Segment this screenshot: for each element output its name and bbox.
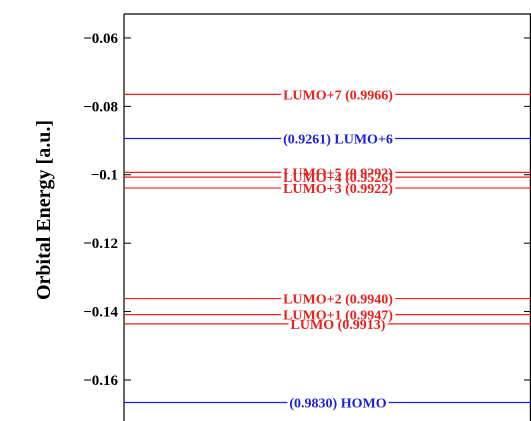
- energy-level-label: LUMO+4 (0.9526): [283, 171, 393, 186]
- label-gap: [288, 322, 388, 326]
- label-gap: [281, 170, 396, 174]
- energy-level-label: (0.9830) HOMO: [289, 397, 386, 412]
- label-gap: [281, 313, 396, 317]
- y-tick-label: −0.12: [83, 236, 118, 252]
- y-axis-title: Orbital Energy [a.u.]: [33, 120, 55, 300]
- energy-level-label: (0.9261) LUMO+6: [283, 132, 393, 147]
- energy-level-label: LUMO+2 (0.9940): [283, 293, 393, 308]
- energy-level-label: LUMO (0.9913): [291, 318, 386, 333]
- label-gap: [287, 401, 389, 405]
- label-gap: [281, 92, 396, 96]
- energy-level-label: LUMO+3 (0.9922): [283, 182, 393, 197]
- energy-level-label: LUMO+1 (0.9947): [283, 309, 393, 324]
- y-tick-label: −0.08: [83, 99, 118, 115]
- label-gap: [281, 175, 396, 179]
- y-tick-label: −0.06: [83, 31, 118, 47]
- y-tick-label: −0.1: [91, 168, 118, 184]
- axis-layer: −0.06 −0.08 −0.1 −0.12 −0.14 −0.16: [83, 13, 531, 421]
- label-gap: [281, 297, 396, 301]
- energy-level-label: LUMO+7 (0.9966): [283, 88, 393, 103]
- label-gap: [281, 136, 395, 140]
- y-tick-label: −0.16: [83, 373, 118, 389]
- y-tick-label: −0.14: [83, 305, 118, 321]
- label-gap: [281, 186, 396, 190]
